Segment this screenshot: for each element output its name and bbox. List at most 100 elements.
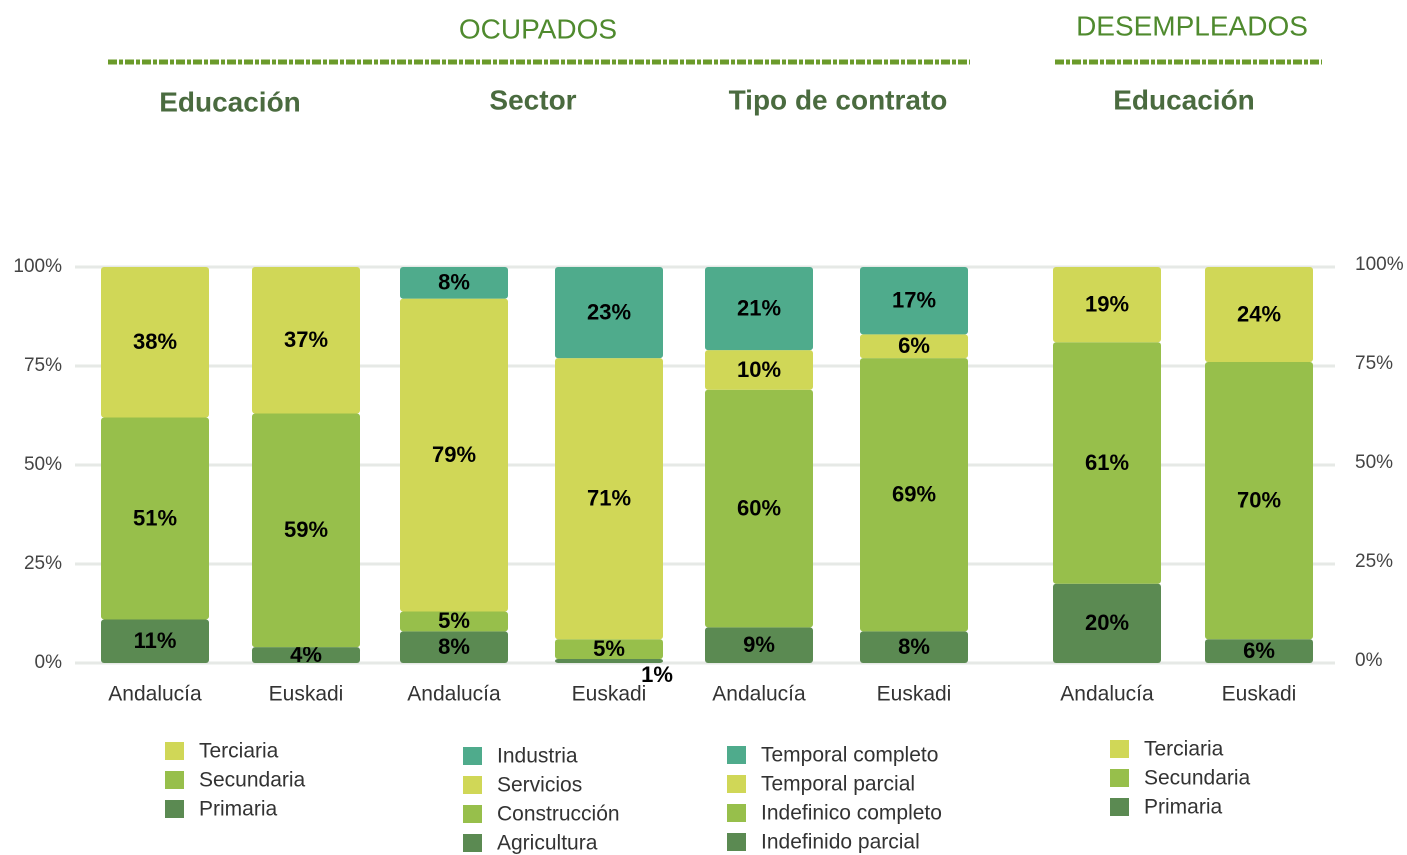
x-tick-label: Euskadi <box>572 683 647 706</box>
y-tick-label: 50% <box>24 454 62 475</box>
x-tick-label: Euskadi <box>877 683 952 706</box>
data-label: 1% <box>641 662 673 687</box>
legend-swatch <box>165 771 184 789</box>
bar-segment <box>252 647 360 663</box>
legend-label: Temporal completo <box>761 744 938 767</box>
data-label: 8% <box>438 270 470 295</box>
data-label: 24% <box>1237 301 1281 326</box>
chart-title: Educación <box>159 86 301 117</box>
bar-segment <box>860 358 968 632</box>
legend-label: Industria <box>497 745 578 768</box>
chart-title: Tipo de contrato <box>729 84 948 115</box>
data-label: 70% <box>1237 487 1281 512</box>
data-label: 19% <box>1085 291 1129 316</box>
data-label: 69% <box>892 482 936 507</box>
y-tick-label-right: 25% <box>1355 551 1393 572</box>
legend-swatch <box>727 804 746 822</box>
bar-segment <box>705 267 813 351</box>
bar-segment <box>400 298 508 612</box>
data-label: 5% <box>438 608 470 633</box>
data-label: 8% <box>898 634 930 659</box>
bar-segment <box>860 334 968 359</box>
legend-swatch <box>1110 769 1129 787</box>
legend-label: Construcción <box>497 803 620 826</box>
bar-segment <box>1053 583 1161 663</box>
y-tick-label: 75% <box>24 355 62 376</box>
data-label: 23% <box>587 299 631 324</box>
data-label: 60% <box>737 495 781 520</box>
bar-segment <box>860 631 968 663</box>
data-label: 20% <box>1085 610 1129 635</box>
bar-segment <box>101 417 209 620</box>
data-label: 59% <box>284 517 328 542</box>
data-label: 6% <box>898 333 930 358</box>
data-label: 10% <box>737 357 781 382</box>
legend-swatch <box>727 746 746 764</box>
legend-label: Secundaria <box>1144 767 1251 790</box>
bar-segment <box>1205 267 1313 363</box>
x-tick-label: Andalucía <box>1060 683 1154 706</box>
data-label: 21% <box>737 295 781 320</box>
legend-swatch <box>727 833 746 851</box>
legend-swatch <box>463 776 482 794</box>
x-tick-label: Andalucía <box>712 683 806 706</box>
data-label: 37% <box>284 327 328 352</box>
bar-segment <box>555 267 663 359</box>
legend-swatch <box>463 834 482 852</box>
bar-segment <box>555 358 663 640</box>
legend-label: Terciaria <box>1144 738 1224 761</box>
legend-label: Primaria <box>1144 796 1222 819</box>
bar-segment <box>1053 267 1161 343</box>
data-label: 6% <box>1243 638 1275 663</box>
legend-swatch <box>1110 740 1129 758</box>
bar-segment <box>252 413 360 648</box>
legend-swatch <box>727 775 746 793</box>
legend-label: Secundaria <box>199 769 306 792</box>
bar-segment <box>1053 342 1161 584</box>
legend-label: Servicios <box>497 774 582 797</box>
data-label: 5% <box>593 636 625 661</box>
data-label: 61% <box>1085 450 1129 475</box>
data-label: 79% <box>432 442 476 467</box>
bar-segment <box>860 267 968 335</box>
data-label: 38% <box>133 329 177 354</box>
data-label: 71% <box>587 485 631 510</box>
y-tick-label: 100% <box>13 256 62 277</box>
bar-segment <box>400 611 508 632</box>
legend-swatch <box>463 747 482 765</box>
data-label: 8% <box>438 634 470 659</box>
data-label: 11% <box>134 628 177 653</box>
legend-label: Primaria <box>199 798 277 821</box>
legend-label: Indefinido parcial <box>761 831 920 854</box>
x-tick-label: Euskadi <box>269 683 344 706</box>
bar-segment <box>400 267 508 299</box>
chart-title: Sector <box>489 84 576 115</box>
legend-label: Terciaria <box>199 740 279 763</box>
legend-label: Temporal parcial <box>761 773 915 796</box>
y-tick-label-right: 100% <box>1355 254 1404 275</box>
bar-segment <box>555 659 663 663</box>
y-tick-label-right: 0% <box>1355 650 1383 671</box>
bar-segment <box>1205 639 1313 663</box>
bar-segment <box>555 639 663 660</box>
x-tick-label: Euskadi <box>1222 683 1297 706</box>
legend-swatch <box>165 742 184 760</box>
bar-segment <box>705 389 813 628</box>
y-tick-label-right: 50% <box>1355 452 1393 473</box>
bar-segment <box>101 267 209 418</box>
bar-segment <box>400 631 508 663</box>
y-tick-label-right: 75% <box>1355 353 1393 374</box>
legend-label: Agricultura <box>497 832 598 855</box>
chart-title: Educación <box>1113 84 1255 115</box>
y-tick-label: 25% <box>24 553 62 574</box>
data-label: 17% <box>892 287 936 312</box>
y-tick-label: 0% <box>35 652 63 673</box>
legend-swatch <box>463 805 482 823</box>
data-label: 51% <box>133 505 177 530</box>
group-title: OCUPADOS <box>459 13 617 44</box>
x-tick-label: Andalucía <box>108 683 202 706</box>
legend-swatch <box>165 800 184 818</box>
bar-segment <box>705 627 813 663</box>
bar-segment <box>705 350 813 390</box>
